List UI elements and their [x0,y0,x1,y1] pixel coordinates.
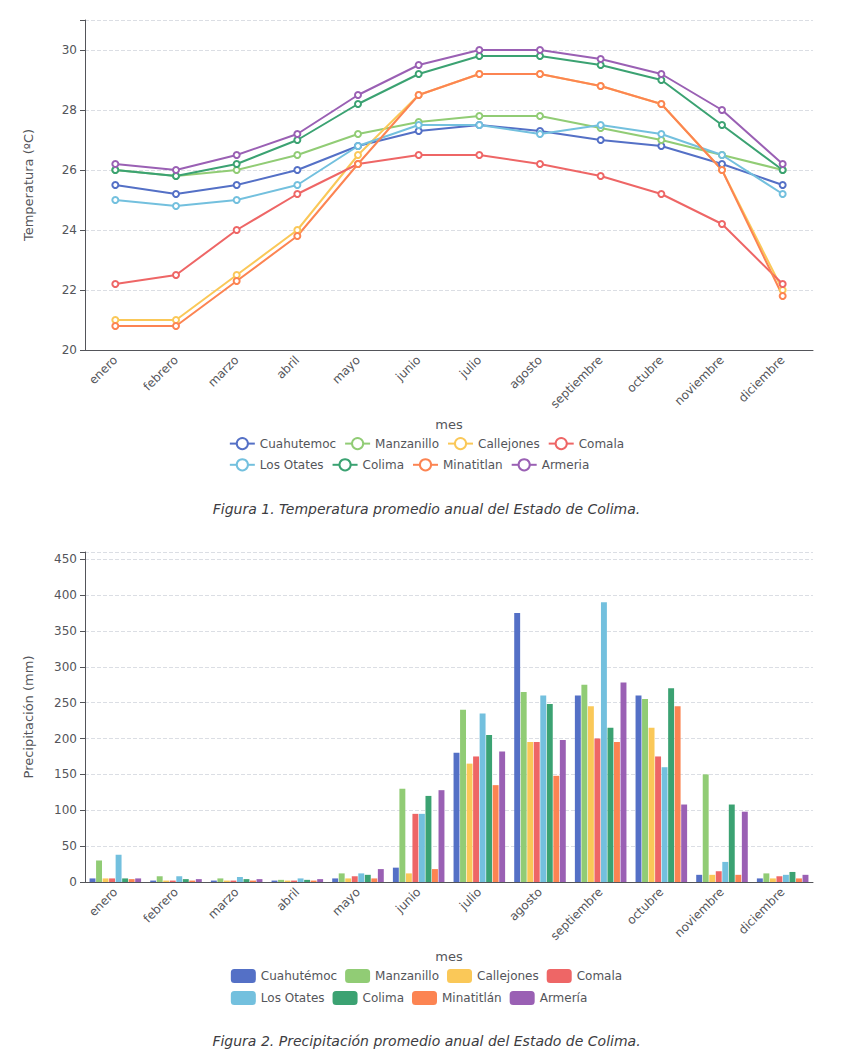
svg-text:Los Otates: Los Otates [261,991,325,1005]
svg-text:400: 400 [54,588,77,602]
svg-text:150: 150 [54,767,77,781]
svg-text:noviembre: noviembre [672,353,727,408]
svg-text:septiembre: septiembre [548,885,606,943]
svg-text:28: 28 [62,103,77,117]
svg-text:20: 20 [62,343,77,357]
svg-text:100: 100 [54,803,77,817]
svg-text:24: 24 [62,223,77,237]
svg-text:abril: abril [274,353,303,382]
svg-text:250: 250 [54,696,77,710]
svg-text:Temperatura (ºC): Temperatura (ºC) [21,129,36,242]
svg-text:Minatitlán: Minatitlán [442,991,502,1005]
svg-text:26: 26 [62,163,77,177]
svg-text:Manzanillo: Manzanillo [375,969,439,983]
svg-text:Figura 1. Temperatura promedio: Figura 1. Temperatura promedio anual del… [213,501,641,517]
svg-text:Comala: Comala [577,969,622,983]
svg-text:diciembre: diciembre [736,353,788,405]
svg-text:Cuahutemoc: Cuahutemoc [260,437,336,451]
svg-text:Colima: Colima [363,458,404,472]
svg-text:200: 200 [54,732,77,746]
svg-text:50: 50 [62,839,77,853]
svg-text:enero: enero [86,353,120,387]
svg-text:mes: mes [435,417,463,432]
svg-text:septiembre: septiembre [548,353,606,411]
svg-text:noviembre: noviembre [672,885,727,940]
svg-text:Armería: Armería [540,991,588,1005]
svg-text:octubre: octubre [624,885,666,927]
svg-text:mayo: mayo [329,885,363,919]
svg-text:agosto: agosto [506,353,545,392]
svg-text:enero: enero [86,885,120,919]
svg-text:febrero: febrero [140,353,180,393]
svg-text:octubre: octubre [624,353,666,395]
svg-text:julio: julio [456,885,484,913]
svg-text:agosto: agosto [506,885,545,924]
svg-text:Minatitlan: Minatitlan [443,458,503,472]
svg-text:Cuahutémoc: Cuahutémoc [261,969,337,983]
svg-text:mes: mes [435,949,463,964]
svg-text:abril: abril [274,885,303,914]
svg-text:450: 450 [54,552,77,566]
svg-text:marzo: marzo [205,353,241,389]
svg-text:Armeria: Armeria [542,458,590,472]
svg-text:0: 0 [69,875,77,889]
svg-text:julio: julio [456,353,484,381]
svg-text:febrero: febrero [140,885,180,925]
svg-text:diciembre: diciembre [736,885,788,937]
svg-text:300: 300 [54,660,77,674]
svg-text:Figura 2. Precipitación promed: Figura 2. Precipitación promedio anual d… [212,1033,640,1049]
svg-text:junio: junio [392,353,423,384]
svg-text:marzo: marzo [205,885,241,921]
svg-text:22: 22 [62,283,77,297]
svg-text:mayo: mayo [329,353,363,387]
svg-text:Precipitación (mm): Precipitación (mm) [21,656,36,779]
svg-text:350: 350 [54,624,77,638]
svg-text:Los Otates: Los Otates [260,458,324,472]
svg-text:junio: junio [392,885,423,916]
svg-text:Callejones: Callejones [477,969,539,983]
svg-text:Manzanillo: Manzanillo [375,437,439,451]
svg-text:30: 30 [62,43,77,57]
svg-text:Colima: Colima [363,991,404,1005]
svg-text:Callejones: Callejones [478,437,540,451]
svg-text:Comala: Comala [579,437,624,451]
